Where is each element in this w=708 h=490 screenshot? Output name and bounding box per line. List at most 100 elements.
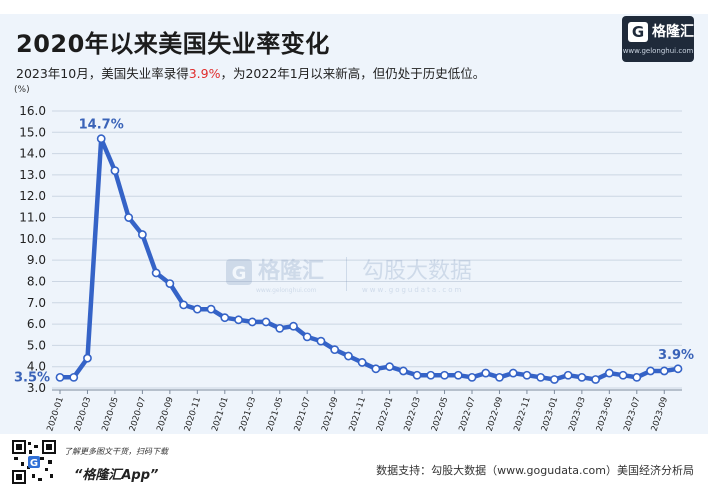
page-subtitle: 2023年10月，美国失业率录得3.9%，为2022年1月以来新高，但仍处于历史… xyxy=(16,63,485,82)
y-tick-label: 8.0 xyxy=(27,274,46,288)
data-point xyxy=(618,370,628,380)
data-point xyxy=(604,368,614,378)
watermark-brand-a-site: www.gelonghui.com xyxy=(256,287,317,294)
subtitle-text-end: ，为2022年1月以来新高，但仍处于历史低位。 xyxy=(220,66,486,81)
data-point xyxy=(673,364,683,374)
data-point xyxy=(124,213,134,222)
data-point xyxy=(426,370,436,380)
data-point xyxy=(550,375,559,384)
x-tick-label: 2023-05 xyxy=(595,396,615,433)
y-tick-label: 14.0 xyxy=(19,147,46,161)
logo-name: 格隆汇 xyxy=(652,24,694,40)
data-point xyxy=(330,345,340,355)
data-point xyxy=(495,372,504,382)
data-point xyxy=(398,366,408,376)
y-tick-label: 9.0 xyxy=(27,253,46,267)
x-tick-label: 2022-05 xyxy=(430,396,450,433)
brand-logo: G 格隆汇 www.gelonghui.com xyxy=(622,16,694,62)
data-point xyxy=(453,370,463,380)
data-point xyxy=(357,358,367,367)
y-tick-label: 6.0 xyxy=(27,317,46,331)
data-point xyxy=(577,372,587,382)
footer-band xyxy=(0,434,708,490)
app-name: “格隆汇App” xyxy=(74,468,159,483)
x-tick-label: 2022-07 xyxy=(457,396,477,433)
y-tick-label: 5.0 xyxy=(27,338,46,352)
y-tick-label: 11.0 xyxy=(19,211,46,225)
x-tick-label: 2022-11 xyxy=(512,396,532,433)
data-point xyxy=(440,370,449,380)
x-tick-label: 2021-07 xyxy=(293,396,313,433)
y-tick-label: 3.0 xyxy=(27,381,46,395)
y-tick-label: 13.0 xyxy=(19,168,46,182)
qr-logo-letter: G xyxy=(30,458,38,469)
data-point xyxy=(343,351,353,361)
series-layer xyxy=(55,134,683,384)
x-tick-label: 2021-05 xyxy=(265,396,285,433)
x-tick-label: 2023-03 xyxy=(567,396,587,433)
data-point xyxy=(137,230,147,239)
data-point xyxy=(247,317,257,327)
data-point xyxy=(69,372,79,382)
data-point xyxy=(55,372,65,382)
watermark-divider xyxy=(346,257,347,291)
x-axis: 2020-01 2020-03 2020-05 2020-07 2020-09 2020-… xyxy=(45,389,682,433)
y-tick-label: 12.0 xyxy=(19,189,46,203)
data-point xyxy=(522,370,532,380)
data-point xyxy=(261,317,271,327)
y-tick-label: 7.0 xyxy=(27,296,46,310)
watermark-brand-a: 格隆汇 xyxy=(258,258,324,284)
data-point xyxy=(316,336,326,346)
data-point xyxy=(110,166,120,176)
x-tick-label: 2020-05 xyxy=(100,396,120,433)
y-axis: (%) 16.0 15.0 14.0 13.0 12.0 11.0 10.0 9.0 8.0 7.0… xyxy=(14,85,46,395)
data-point xyxy=(220,313,230,323)
x-tick-label: 2023-09 xyxy=(650,396,670,433)
scan-to-download-text: 了解更多图文干货，扫码下载 xyxy=(64,447,168,456)
x-tick-label: 2022-01 xyxy=(375,396,395,433)
data-point xyxy=(96,134,106,144)
logo-site: www.gelonghui.com xyxy=(622,47,694,55)
data-source: 数据支持：勾股大数据（www.gogudata.com）美国经济分析局 xyxy=(376,464,694,477)
data-point xyxy=(508,368,518,378)
data-point xyxy=(467,372,477,382)
x-tick-label: 2021-09 xyxy=(320,396,340,433)
watermark-g-icon xyxy=(226,259,252,285)
data-point xyxy=(151,268,161,278)
data-point xyxy=(591,375,600,384)
x-tick-label: 2020-11 xyxy=(183,396,203,433)
logo-g-icon: G xyxy=(628,22,648,42)
data-point xyxy=(632,372,642,382)
data-point xyxy=(83,353,92,363)
data-point xyxy=(371,364,381,374)
qr-code-icon: G xyxy=(12,440,56,484)
subtitle-highlight-value: 3.9% xyxy=(188,66,221,81)
data-point xyxy=(206,304,216,314)
y-tick-label: 4.0 xyxy=(27,360,46,374)
data-point xyxy=(234,315,243,325)
watermark-brand-b-site: www.gogudata.com xyxy=(362,286,463,294)
x-tick-label: 2020-09 xyxy=(155,396,175,433)
watermark: G 格隆汇 www.gelonghui.com 勾股大数据 www.goguda… xyxy=(226,257,472,294)
y-tick-label: 16.0 xyxy=(19,104,46,118)
watermark-brand-b: 勾股大数据 xyxy=(362,259,472,284)
data-point xyxy=(412,370,422,380)
page-title: 2020年以来美国失业率变化 xyxy=(16,30,330,58)
x-tick-label: 2021-03 xyxy=(238,396,258,433)
subtitle-text-start: 2023年10月，美国失业率录得 xyxy=(16,66,189,81)
data-point xyxy=(659,366,669,376)
x-tick-label: 2021-11 xyxy=(348,396,368,433)
data-point xyxy=(165,279,175,288)
x-tick-label: 2022-03 xyxy=(402,396,422,433)
y-tick-label: 10.0 xyxy=(19,232,46,246)
data-point xyxy=(481,368,491,378)
x-tick-label: 2021-01 xyxy=(210,396,230,433)
y-tick-label: 15.0 xyxy=(19,125,46,139)
data-label: 3.5% xyxy=(14,370,50,385)
x-tick-label: 2022-09 xyxy=(485,396,505,433)
x-tick-label: 2023-07 xyxy=(622,396,642,433)
data-point xyxy=(385,362,394,372)
data-point xyxy=(563,370,573,380)
